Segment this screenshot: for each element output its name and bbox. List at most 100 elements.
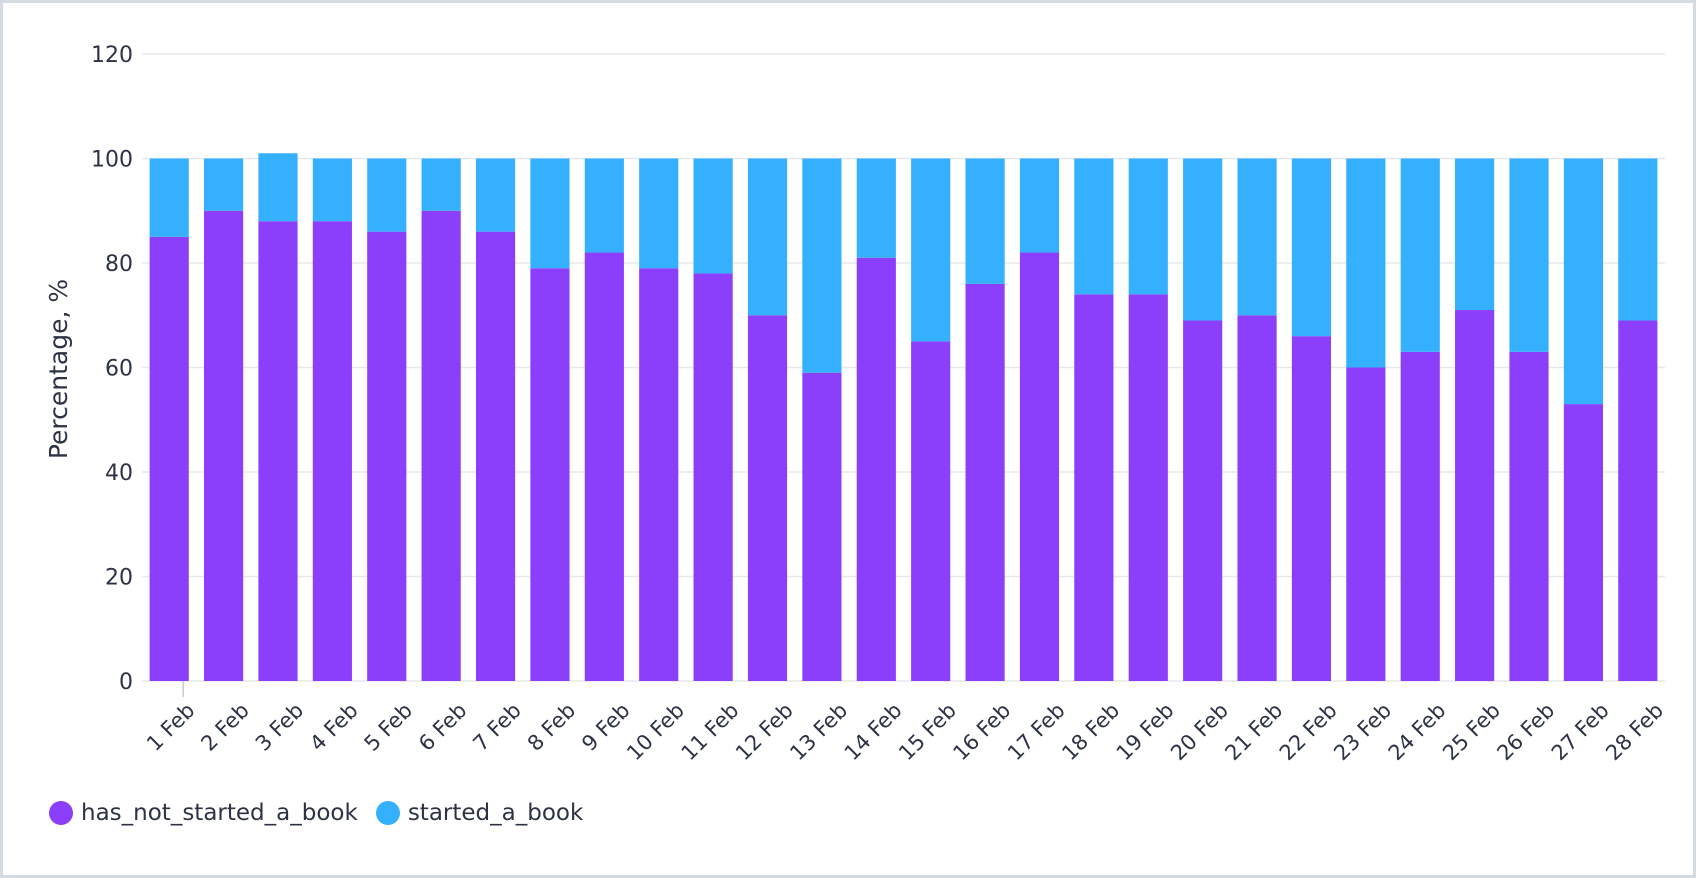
bar-started-1[interactable]: [149, 158, 189, 237]
x-tick-label-14: 14 Feb: [840, 698, 907, 765]
x-tick-label-20: 20 Feb: [1166, 698, 1233, 765]
bar-started-10[interactable]: [639, 158, 679, 269]
bar-started-26[interactable]: [1509, 158, 1549, 352]
bar-has-not-started-21[interactable]: [1237, 315, 1277, 681]
x-tick-label-28: 28 Feb: [1601, 698, 1668, 765]
bar-started-4[interactable]: [312, 158, 352, 222]
bar-started-2[interactable]: [204, 158, 244, 211]
x-tick-label-17: 17 Feb: [1003, 698, 1070, 765]
x-tick-label-15: 15 Feb: [894, 698, 961, 765]
x-tick-label-22: 22 Feb: [1275, 698, 1342, 765]
bar-has-not-started-6[interactable]: [421, 210, 461, 681]
bar-started-18[interactable]: [1074, 158, 1114, 295]
bar-started-23[interactable]: [1346, 158, 1386, 368]
legend-swatch-started: [375, 801, 400, 825]
bar-started-13[interactable]: [802, 158, 842, 373]
bar-started-16[interactable]: [965, 158, 1005, 284]
y-tick-label-60: 60: [105, 357, 133, 382]
bar-has-not-started-23[interactable]: [1346, 367, 1386, 682]
bar-started-28[interactable]: [1618, 158, 1658, 321]
bar-started-24[interactable]: [1400, 158, 1440, 352]
x-tick-label-3: 3 Feb: [251, 698, 308, 755]
bar-has-not-started-15[interactable]: [911, 341, 951, 681]
x-tick-label-8: 8 Feb: [523, 698, 580, 755]
bar-started-15[interactable]: [911, 158, 951, 342]
x-tick-label-21: 21 Feb: [1220, 698, 1287, 765]
bar-has-not-started-16[interactable]: [965, 283, 1005, 681]
bar-has-not-started-12[interactable]: [747, 315, 788, 681]
bar-started-20[interactable]: [1183, 158, 1223, 321]
bar-has-not-started-9[interactable]: [584, 252, 624, 682]
y-tick-label-0: 0: [119, 670, 133, 695]
bar-has-not-started-20[interactable]: [1183, 320, 1223, 681]
bar-started-12[interactable]: [747, 158, 788, 316]
y-tick-label-100: 100: [91, 148, 133, 173]
bar-has-not-started-26[interactable]: [1509, 351, 1549, 681]
x-tick-label-1: 1 Feb: [142, 698, 199, 755]
y-tick-label-20: 20: [105, 566, 133, 591]
bar-started-5[interactable]: [367, 158, 407, 232]
x-tick-label-26: 26 Feb: [1492, 698, 1559, 765]
bar-started-22[interactable]: [1291, 158, 1332, 337]
bar-started-21[interactable]: [1237, 158, 1277, 316]
y-tick-label-40: 40: [105, 461, 133, 486]
legend-swatch-has-not-started: [49, 801, 73, 825]
x-tick-label-27: 27 Feb: [1547, 698, 1614, 765]
x-tick-label-18: 18 Feb: [1057, 698, 1124, 765]
x-tick-label-7: 7 Feb: [468, 698, 525, 755]
bar-has-not-started-4[interactable]: [312, 221, 352, 681]
y-axis-ticks: 0 20 40 60 80 100 120: [91, 43, 133, 695]
y-tick-label-80: 80: [105, 252, 133, 277]
bar-has-not-started-7[interactable]: [475, 231, 516, 681]
bar-started-7[interactable]: [475, 158, 516, 232]
x-tick-label-23: 23 Feb: [1329, 698, 1396, 765]
legend: has_not_started_a_book started_a_book: [49, 800, 601, 826]
bar-started-19[interactable]: [1128, 158, 1168, 295]
bar-has-not-started-17[interactable]: [1019, 252, 1060, 682]
bar-has-not-started-11[interactable]: [693, 273, 733, 681]
bar-started-8[interactable]: [530, 158, 570, 269]
bar-has-not-started-22[interactable]: [1291, 336, 1332, 681]
x-tick-label-5: 5 Feb: [360, 698, 417, 755]
bar-started-3[interactable]: [258, 153, 298, 222]
x-tick-label-4: 4 Feb: [305, 698, 362, 755]
x-tick-label-11: 11 Feb: [677, 698, 744, 765]
legend-item-started[interactable]: started_a_book: [375, 800, 584, 826]
x-tick-label-2: 2 Feb: [196, 698, 253, 755]
bar-has-not-started-13[interactable]: [802, 372, 842, 681]
legend-label-started: started_a_book: [407, 800, 584, 826]
bar-has-not-started-18[interactable]: [1074, 294, 1114, 681]
bar-started-27[interactable]: [1563, 158, 1603, 405]
bar-has-not-started-5[interactable]: [367, 231, 407, 681]
bar-has-not-started-28[interactable]: [1618, 320, 1658, 681]
x-tick-label-25: 25 Feb: [1438, 698, 1505, 765]
y-tick-label-120: 120: [91, 43, 133, 68]
bar-has-not-started-24[interactable]: [1400, 351, 1440, 681]
bar-has-not-started-8[interactable]: [530, 268, 570, 681]
bar-has-not-started-10[interactable]: [639, 268, 679, 681]
y-axis-title: Percentage, %: [44, 279, 73, 459]
bar-started-6[interactable]: [421, 158, 461, 211]
x-tick-label-6: 6 Feb: [414, 698, 471, 755]
bar-started-17[interactable]: [1019, 158, 1060, 253]
bar-has-not-started-27[interactable]: [1563, 404, 1603, 681]
legend-item-has-not-started[interactable]: has_not_started_a_book: [49, 800, 358, 826]
bar-has-not-started-19[interactable]: [1128, 294, 1168, 681]
x-tick-label-10: 10 Feb: [622, 698, 689, 765]
bar-started-9[interactable]: [584, 158, 624, 253]
x-tick-label-19: 19 Feb: [1112, 698, 1179, 765]
bar-started-14[interactable]: [856, 158, 896, 258]
bars: [149, 153, 1658, 682]
bar-has-not-started-25[interactable]: [1455, 310, 1495, 681]
bar-started-25[interactable]: [1455, 158, 1495, 311]
x-tick-label-12: 12 Feb: [731, 698, 798, 765]
bar-has-not-started-3[interactable]: [258, 221, 298, 681]
bar-has-not-started-1[interactable]: [149, 236, 189, 681]
bar-has-not-started-2[interactable]: [204, 210, 244, 681]
legend-label-has-not-started: has_not_started_a_book: [81, 800, 358, 826]
bar-has-not-started-14[interactable]: [856, 257, 896, 681]
bar-started-11[interactable]: [693, 158, 733, 274]
